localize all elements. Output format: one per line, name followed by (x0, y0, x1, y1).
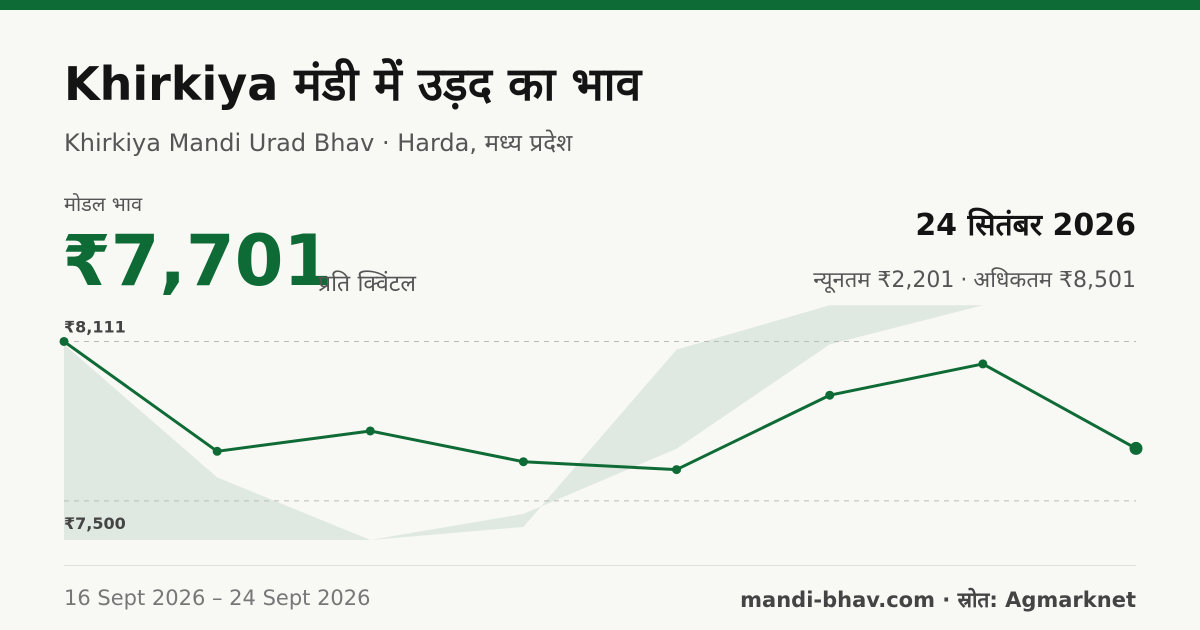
price-date: 24 सितंबर 2026 (915, 208, 1136, 243)
source-credit: mandi-bhav.com · स्रोत: Agmarknet (740, 588, 1136, 612)
min-max-band (64, 305, 1136, 540)
footer-divider (64, 565, 1136, 566)
min-price: न्यूनतम ₹2,201 (813, 268, 955, 293)
data-point (59, 336, 69, 346)
data-point (825, 390, 835, 400)
y-tick-label: ₹7,500 (64, 514, 126, 533)
data-point (978, 359, 988, 369)
data-point (518, 457, 528, 467)
data-point (212, 446, 222, 456)
price-trend-chart: ₹8,111 ₹7,500 (59, 305, 1143, 540)
date-range: 16 Sept 2026 – 24 Sept 2026 (64, 586, 371, 610)
page-subtitle: Khirkiya Mandi Urad Bhav · Harda, मध्य प… (64, 129, 573, 157)
page-title: Khirkiya मंडी में उड़द का भाव (64, 57, 642, 111)
model-price-label: मोडल भाव (64, 192, 143, 216)
model-price-value: ₹7,701 (62, 220, 333, 302)
range-separator: · (960, 268, 968, 293)
data-point (365, 426, 375, 436)
price-line (63, 340, 1137, 472)
y-tick-label: ₹8,111 (64, 317, 126, 336)
price-range: न्यूनतम ₹2,201 · अधिकतम ₹8,501 (813, 264, 1136, 294)
latest-data-point (1129, 441, 1143, 455)
price-unit: प्रति क्विंटल (318, 271, 416, 297)
max-price: अधिकतम ₹8,501 (973, 268, 1136, 293)
data-point (672, 465, 682, 475)
top-accent-bar (0, 0, 1200, 10)
